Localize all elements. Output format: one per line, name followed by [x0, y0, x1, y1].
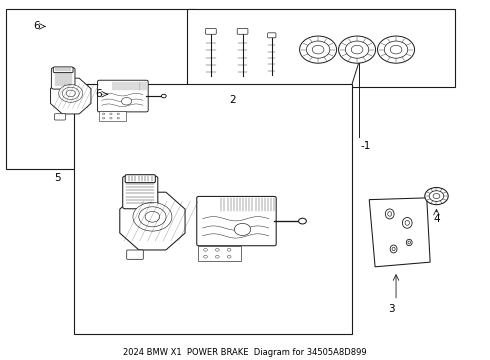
FancyBboxPatch shape	[205, 28, 216, 34]
Circle shape	[216, 255, 219, 258]
FancyBboxPatch shape	[98, 80, 148, 112]
Circle shape	[133, 203, 172, 231]
Circle shape	[227, 255, 231, 258]
Ellipse shape	[390, 245, 397, 253]
Circle shape	[204, 255, 207, 258]
Circle shape	[234, 224, 251, 235]
Ellipse shape	[405, 220, 410, 225]
Circle shape	[351, 45, 363, 54]
Circle shape	[122, 98, 132, 105]
Polygon shape	[369, 198, 430, 267]
FancyBboxPatch shape	[51, 68, 75, 89]
FancyBboxPatch shape	[125, 175, 155, 183]
Ellipse shape	[392, 247, 395, 251]
Circle shape	[339, 36, 375, 63]
Polygon shape	[50, 78, 91, 114]
Circle shape	[298, 218, 306, 224]
Circle shape	[390, 45, 402, 54]
Circle shape	[204, 248, 207, 251]
FancyBboxPatch shape	[237, 28, 248, 34]
Circle shape	[117, 113, 120, 115]
Text: 3: 3	[388, 303, 394, 314]
Circle shape	[306, 41, 330, 58]
Circle shape	[102, 117, 105, 119]
Circle shape	[377, 36, 415, 63]
Circle shape	[216, 248, 219, 251]
Bar	[99, 111, 126, 121]
Ellipse shape	[408, 241, 411, 244]
Circle shape	[66, 90, 75, 97]
Circle shape	[62, 87, 79, 100]
FancyBboxPatch shape	[127, 250, 143, 259]
Circle shape	[384, 41, 408, 58]
FancyBboxPatch shape	[54, 114, 66, 120]
Circle shape	[161, 94, 166, 98]
Text: 2: 2	[229, 95, 236, 105]
FancyBboxPatch shape	[53, 67, 73, 73]
Circle shape	[345, 41, 369, 58]
Circle shape	[227, 248, 231, 251]
Circle shape	[117, 117, 120, 119]
Bar	[6, 9, 196, 169]
Polygon shape	[120, 192, 185, 250]
Circle shape	[110, 113, 112, 115]
Circle shape	[429, 191, 444, 202]
Bar	[74, 84, 352, 334]
Bar	[187, 9, 455, 87]
Circle shape	[102, 113, 105, 115]
Circle shape	[312, 45, 324, 54]
Text: 6: 6	[96, 89, 102, 99]
Ellipse shape	[402, 217, 412, 228]
Text: -1: -1	[361, 141, 371, 151]
Bar	[197, 246, 242, 261]
Text: 2024 BMW X1  POWER BRAKE  Diagram for 34505A8D899: 2024 BMW X1 POWER BRAKE Diagram for 3450…	[123, 348, 367, 357]
Circle shape	[59, 85, 83, 102]
Ellipse shape	[406, 239, 412, 246]
Circle shape	[145, 211, 160, 222]
Circle shape	[433, 194, 440, 199]
Circle shape	[110, 117, 112, 119]
Circle shape	[299, 36, 337, 63]
Circle shape	[425, 188, 448, 204]
FancyBboxPatch shape	[268, 33, 276, 38]
Ellipse shape	[388, 212, 392, 216]
Ellipse shape	[385, 209, 394, 219]
FancyBboxPatch shape	[197, 197, 276, 246]
FancyBboxPatch shape	[122, 176, 158, 209]
Text: 6: 6	[34, 21, 40, 31]
Circle shape	[139, 207, 166, 227]
Text: 5: 5	[54, 173, 61, 183]
Text: 4: 4	[433, 213, 440, 224]
